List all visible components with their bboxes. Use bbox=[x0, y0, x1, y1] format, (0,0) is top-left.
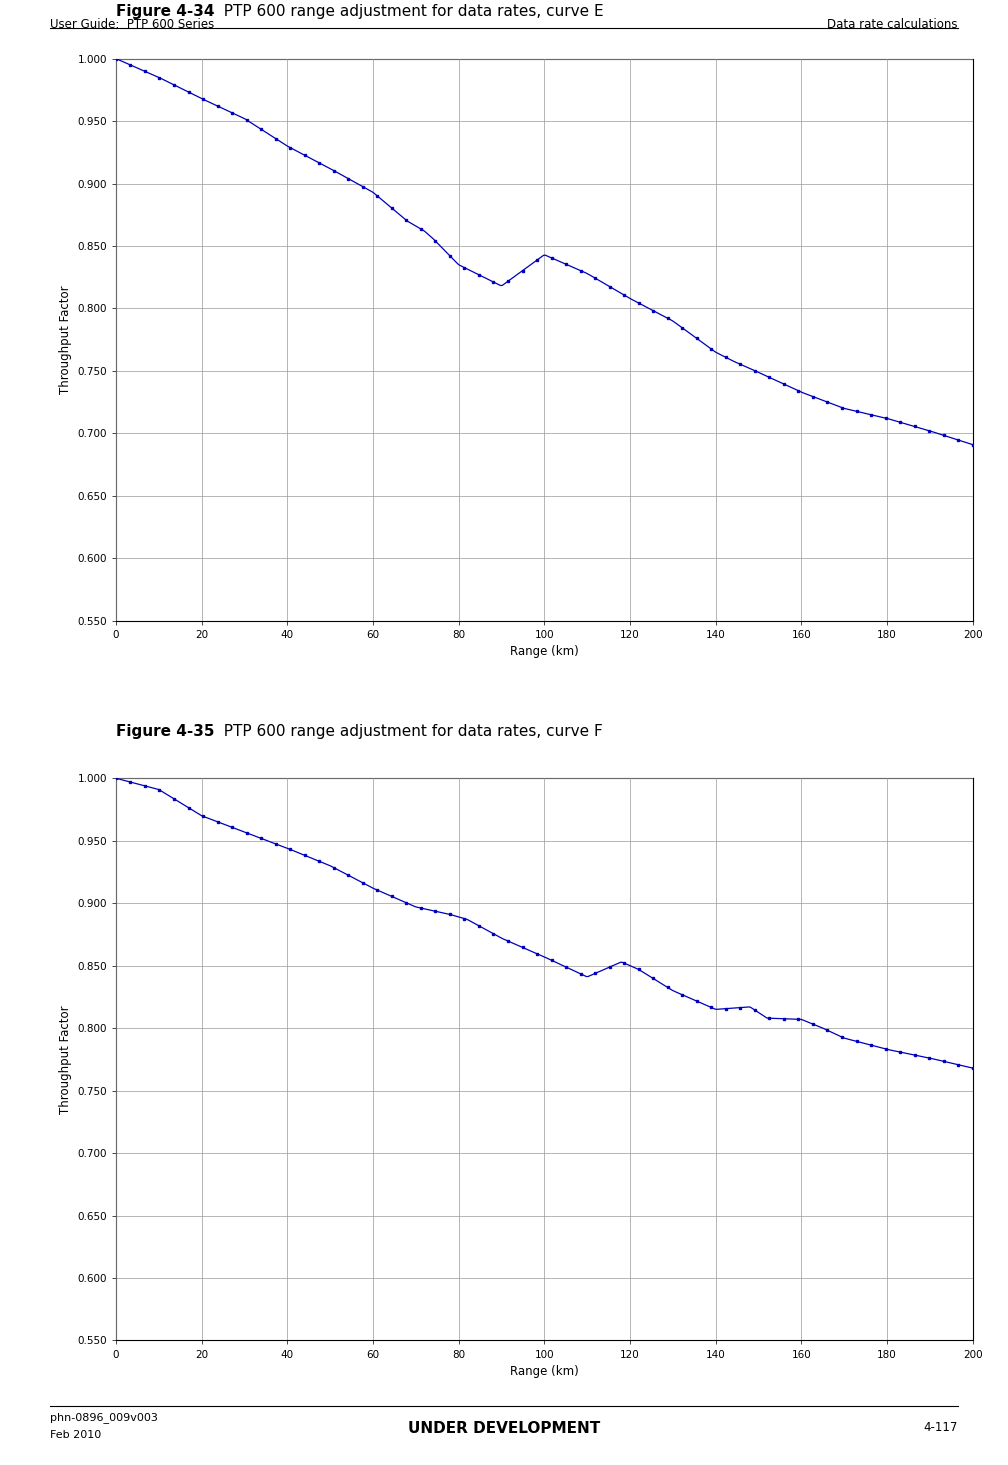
Text: PTP 600 range adjustment for data rates, curve E: PTP 600 range adjustment for data rates,… bbox=[215, 4, 604, 19]
Text: Feb 2010: Feb 2010 bbox=[50, 1430, 102, 1440]
Text: PTP 600 range adjustment for data rates, curve F: PTP 600 range adjustment for data rates,… bbox=[215, 724, 603, 738]
Y-axis label: Throughput Factor: Throughput Factor bbox=[58, 1005, 72, 1113]
Text: User Guide:  PTP 600 Series: User Guide: PTP 600 Series bbox=[50, 18, 215, 31]
Text: Data rate calculations: Data rate calculations bbox=[828, 18, 958, 31]
X-axis label: Range (km): Range (km) bbox=[510, 1365, 579, 1379]
Text: UNDER DEVELOPMENT: UNDER DEVELOPMENT bbox=[408, 1421, 600, 1436]
Text: phn-0896_009v003: phn-0896_009v003 bbox=[50, 1412, 158, 1423]
Y-axis label: Throughput Factor: Throughput Factor bbox=[58, 286, 72, 394]
X-axis label: Range (km): Range (km) bbox=[510, 646, 579, 658]
Text: 4-117: 4-117 bbox=[923, 1421, 958, 1434]
Text: Figure 4-34: Figure 4-34 bbox=[116, 4, 215, 19]
Text: Figure 4-35: Figure 4-35 bbox=[116, 724, 215, 738]
